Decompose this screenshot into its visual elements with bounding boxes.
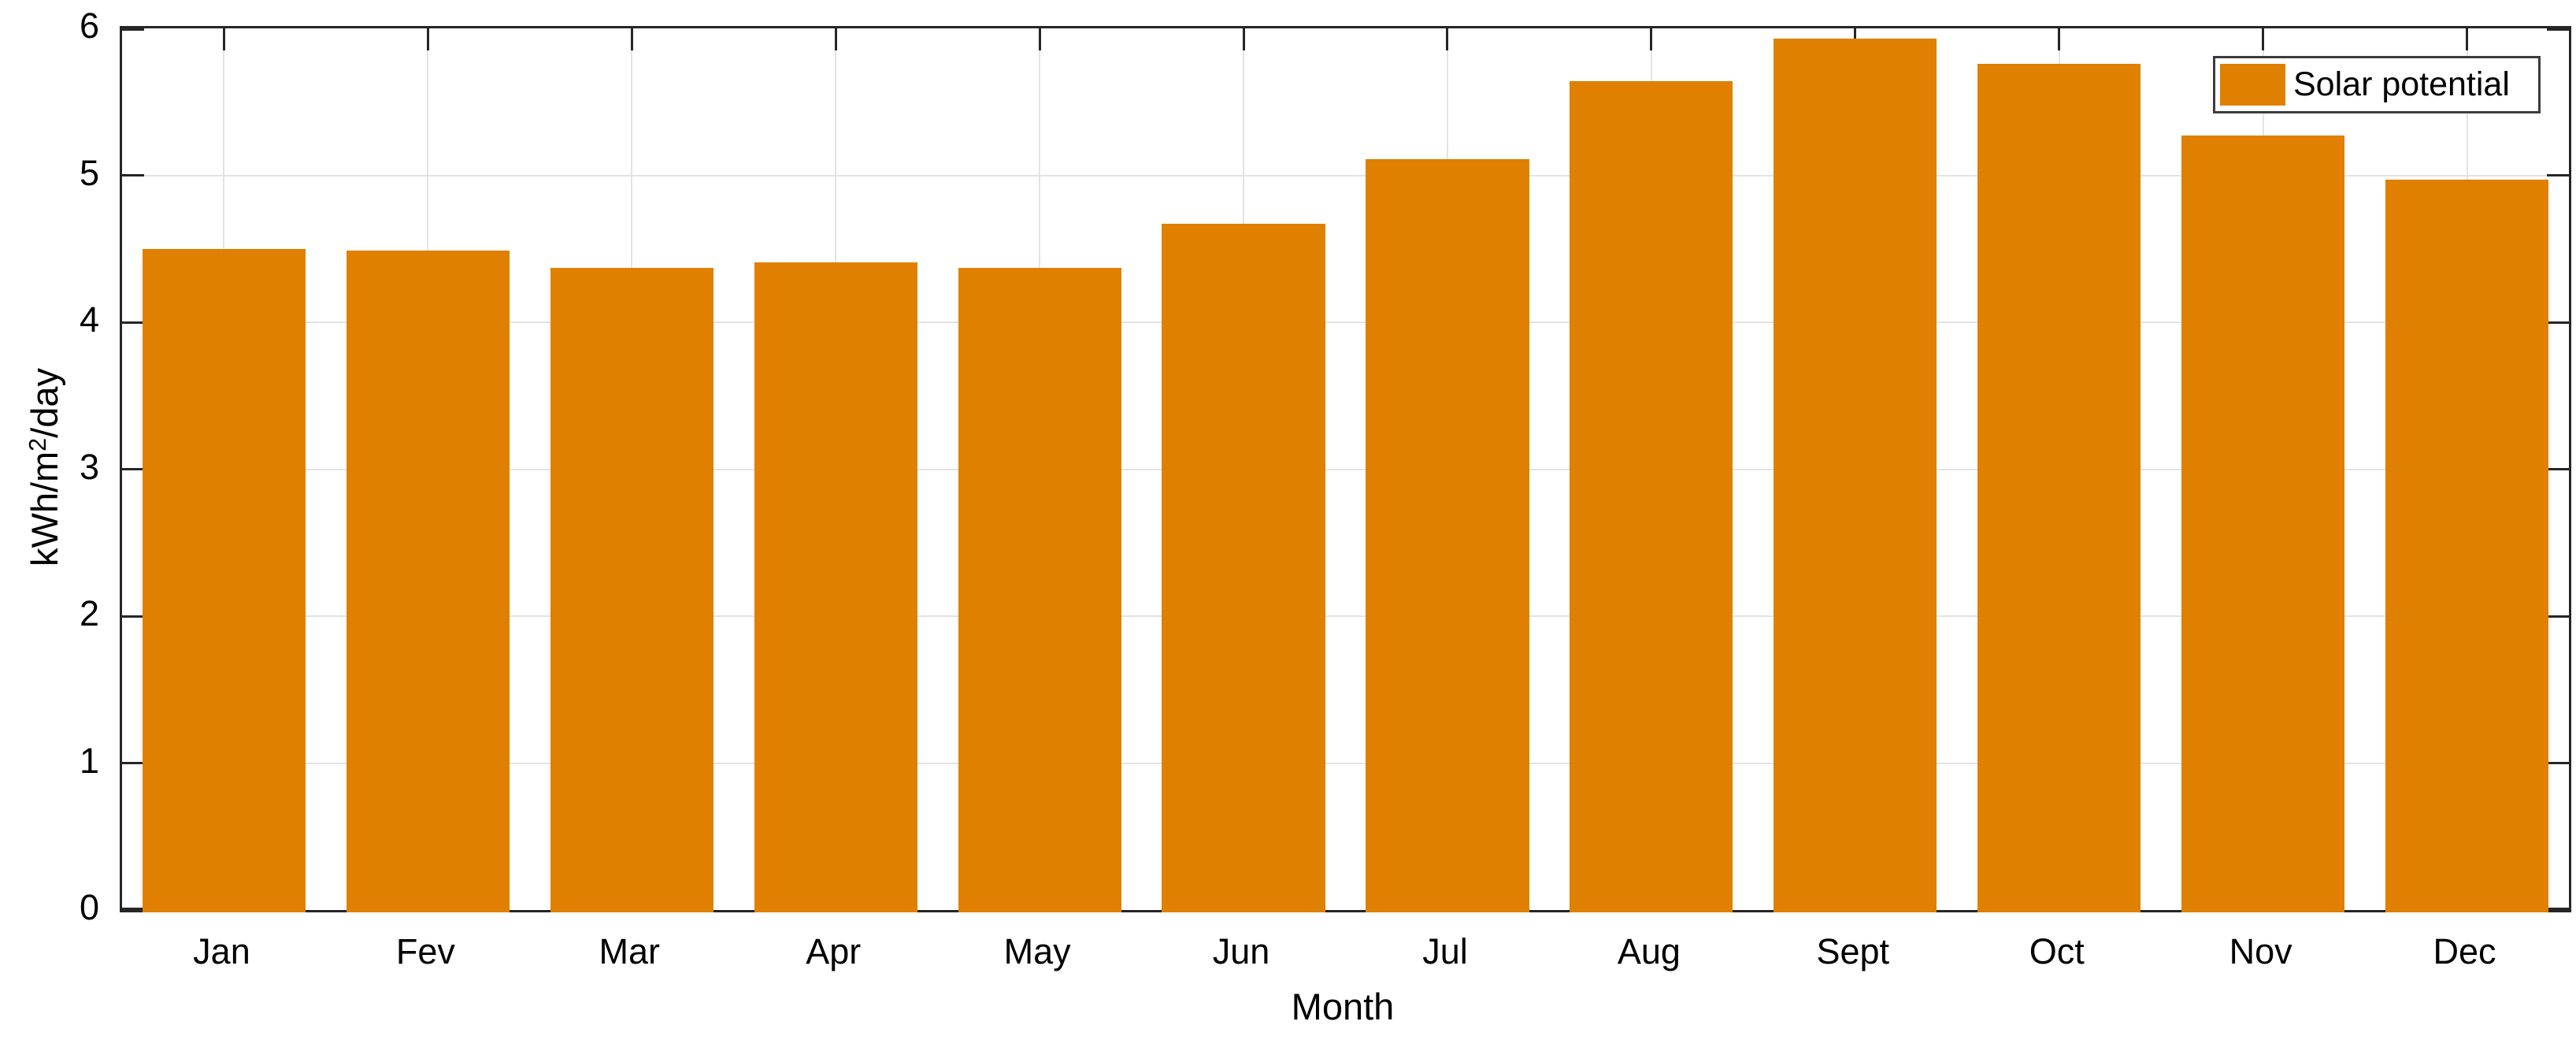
x-tick-label: Fev xyxy=(395,931,455,971)
x-tick-top xyxy=(2058,28,2061,50)
bar-oct xyxy=(1977,63,2141,912)
y-tick-label: 1 xyxy=(79,740,99,781)
y-axis-title-suffix: /day xyxy=(24,367,65,438)
y-tick-left xyxy=(122,762,144,764)
x-tick-top xyxy=(2466,28,2469,50)
y-tick-label: 6 xyxy=(79,6,99,46)
h-gridline xyxy=(122,174,2569,176)
y-tick-right xyxy=(2547,174,2569,176)
x-tick-label: Sept xyxy=(1816,931,1890,971)
y-tick-label: 3 xyxy=(79,446,99,487)
x-tick-top xyxy=(1038,28,1041,50)
x-tick-top xyxy=(1242,28,1245,50)
y-tick-label: 0 xyxy=(79,887,99,927)
bar-jun xyxy=(1162,224,1325,912)
x-tick-label: Dec xyxy=(2433,931,2496,971)
y-tick-right xyxy=(2547,321,2569,324)
x-tick-top xyxy=(630,28,633,50)
y-tick-left xyxy=(122,468,144,470)
x-tick-label: Aug xyxy=(1617,931,1681,971)
y-tick-left xyxy=(122,615,144,618)
x-tick-label: Mar xyxy=(599,931,661,971)
bar-apr xyxy=(754,262,917,912)
bar-dec xyxy=(2385,180,2549,912)
y-tick-label: 5 xyxy=(79,152,99,193)
legend: Solar potential xyxy=(2213,56,2541,113)
bar-jul xyxy=(1366,159,1529,912)
x-tick-label: May xyxy=(1003,931,1071,971)
x-tick-label: Nov xyxy=(2229,931,2292,971)
y-tick-left xyxy=(122,908,144,910)
y-tick-label: 2 xyxy=(79,593,99,633)
h-gridline xyxy=(122,321,2569,323)
y-tick-left xyxy=(122,321,144,324)
y-tick-left xyxy=(122,28,144,31)
y-tick-right xyxy=(2547,615,2569,618)
y-tick-label: 4 xyxy=(79,299,99,340)
bar-aug xyxy=(1570,81,1733,912)
bar-mar xyxy=(550,268,713,912)
y-tick-right xyxy=(2547,762,2569,764)
x-tick-top xyxy=(1650,28,1653,50)
x-tick-label: Jun xyxy=(1212,931,1270,971)
legend-label: Solar potential xyxy=(2293,65,2510,103)
x-tick-label: Jul xyxy=(1422,931,1468,971)
x-tick-top xyxy=(1446,28,1449,50)
y-tick-right xyxy=(2547,28,2569,31)
bar-nov xyxy=(2181,136,2345,912)
h-gridline xyxy=(122,468,2569,470)
x-tick-label: Jan xyxy=(193,931,250,971)
x-tick-top xyxy=(2262,28,2265,50)
bar-may xyxy=(958,268,1121,912)
x-tick-top xyxy=(222,28,225,50)
bar-sept xyxy=(1774,39,1937,912)
bar-fev xyxy=(346,250,510,912)
x-tick-label: Oct xyxy=(2029,931,2085,971)
y-tick-left xyxy=(122,174,144,176)
y-tick-right xyxy=(2547,468,2569,470)
x-axis-title: Month xyxy=(1291,986,1395,1027)
x-tick-top xyxy=(834,28,837,50)
h-gridline xyxy=(122,762,2569,764)
x-tick-label: Apr xyxy=(806,931,862,971)
y-tick-right xyxy=(2547,908,2569,910)
plot-area: Solar potential xyxy=(120,26,2571,912)
legend-swatch-solar-potential xyxy=(2220,64,2285,106)
x-tick-top xyxy=(426,28,429,50)
bar-jan xyxy=(142,248,306,912)
h-gridline xyxy=(122,615,2569,617)
